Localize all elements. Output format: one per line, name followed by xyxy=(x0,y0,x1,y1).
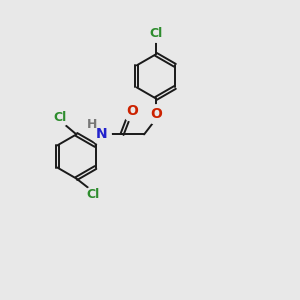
Text: H: H xyxy=(87,118,97,131)
Text: N: N xyxy=(96,128,107,141)
Text: O: O xyxy=(126,104,138,118)
Text: Cl: Cl xyxy=(86,188,99,201)
Text: Cl: Cl xyxy=(54,111,67,124)
Text: O: O xyxy=(150,107,162,121)
Text: Cl: Cl xyxy=(149,27,163,40)
